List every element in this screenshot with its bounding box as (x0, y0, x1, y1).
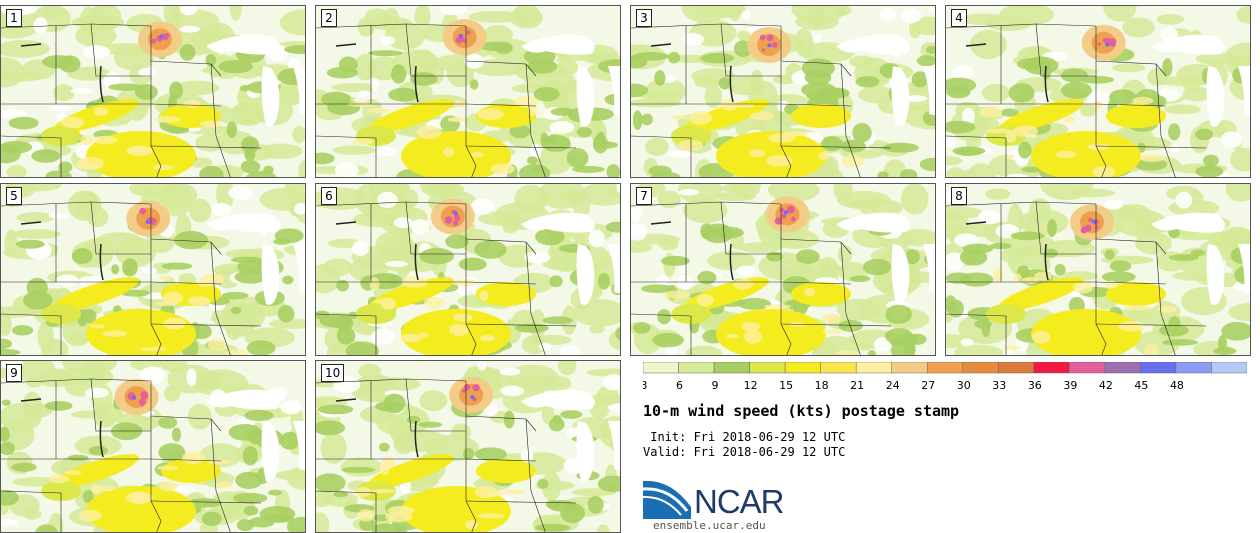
valid-time: Valid: Fri 2018-06-29 12 UTC (643, 445, 846, 459)
ncar-logo-text: NCAR (694, 483, 785, 520)
colorbar-tick-label: 24 (886, 379, 900, 392)
wind-speed-map (1, 184, 305, 355)
wind-speed-map (631, 184, 935, 355)
ncar-logo-icon (643, 480, 691, 519)
wind-speed-map (946, 6, 1250, 177)
chart-title: 10-m wind speed (kts) postage stamp (643, 402, 960, 420)
ensemble-member-panel: 8 (945, 183, 1251, 356)
member-number-label: 7 (636, 187, 652, 205)
ensemble-member-panel: 4 (945, 5, 1251, 178)
colorbar-swatch (1104, 362, 1141, 374)
member-number-label: 1 (6, 9, 22, 27)
colorbar-tick-label: 12 (744, 379, 758, 392)
colorbar-swatch (713, 362, 750, 374)
colorbar-swatch (678, 362, 715, 374)
colorbar-tick-label: 15 (779, 379, 793, 392)
wind-speed-map (316, 361, 620, 532)
colorbar-tick-label: 9 (712, 379, 719, 392)
ensemble-member-panel: 2 (315, 5, 621, 178)
wind-speed-map (1, 361, 305, 532)
colorbar-tick-label: 27 (921, 379, 935, 392)
colorbar-tick-label: 30 (957, 379, 971, 392)
colorbar-tick-label: 3 (643, 379, 648, 392)
colorbar-swatch (962, 362, 999, 374)
member-number-label: 5 (6, 187, 22, 205)
colorbar-tick-label: 45 (1134, 379, 1148, 392)
wind-speed-map (316, 184, 620, 355)
colorbar-tick-label: 18 (815, 379, 829, 392)
colorbar-swatch (749, 362, 786, 374)
colorbar-tick-label: 39 (1063, 379, 1077, 392)
ensemble-member-panel: 5 (0, 183, 306, 356)
wind-speed-colorbar: 3 6 9 12 15 18 21 24 27 30 33 36 39 42 45 48 (643, 362, 1247, 392)
colorbar-tick-label: 36 (1028, 379, 1042, 392)
colorbar-swatch (1033, 362, 1070, 374)
init-time: Init: Fri 2018-06-29 12 UTC (643, 430, 846, 444)
ensemble-member-panel: 10 (315, 360, 621, 533)
colorbar-tick-label: 21 (850, 379, 864, 392)
colorbar-tick-label: 33 (992, 379, 1006, 392)
colorbar-swatch (643, 362, 679, 374)
ensemble-url: ensemble.ucar.edu (653, 519, 766, 532)
member-number-label: 6 (321, 187, 337, 205)
member-number-label: 9 (6, 364, 22, 382)
member-number-label: 10 (321, 364, 345, 382)
wind-speed-map (946, 184, 1250, 355)
colorbar-swatch (820, 362, 857, 374)
colorbar-swatch (784, 362, 821, 374)
colorbar-swatch (1211, 362, 1247, 374)
wind-speed-map (316, 6, 620, 177)
colorbar-swatch (1175, 362, 1212, 374)
colorbar-tick-label: 6 (676, 379, 683, 392)
member-number-label: 4 (951, 9, 967, 27)
ensemble-member-panel: 7 (630, 183, 936, 356)
colorbar-swatch (891, 362, 928, 374)
member-number-label: 3 (636, 9, 652, 27)
member-number-label: 8 (951, 187, 967, 205)
ensemble-member-panel: 6 (315, 183, 621, 356)
member-number-label: 2 (321, 9, 337, 27)
colorbar-tick-label: 48 (1170, 379, 1184, 392)
ensemble-member-panel: 1 (0, 5, 306, 178)
colorbar-swatch (1069, 362, 1106, 374)
colorbar-swatch (1140, 362, 1177, 374)
colorbar-swatch (998, 362, 1035, 374)
wind-speed-map (1, 6, 305, 177)
wind-speed-map (631, 6, 935, 177)
ensemble-member-panel: 9 (0, 360, 306, 533)
colorbar-swatch (855, 362, 892, 374)
colorbar-tick-label: 42 (1099, 379, 1113, 392)
ensemble-member-panel: 3 (630, 5, 936, 178)
colorbar-swatch (926, 362, 964, 374)
